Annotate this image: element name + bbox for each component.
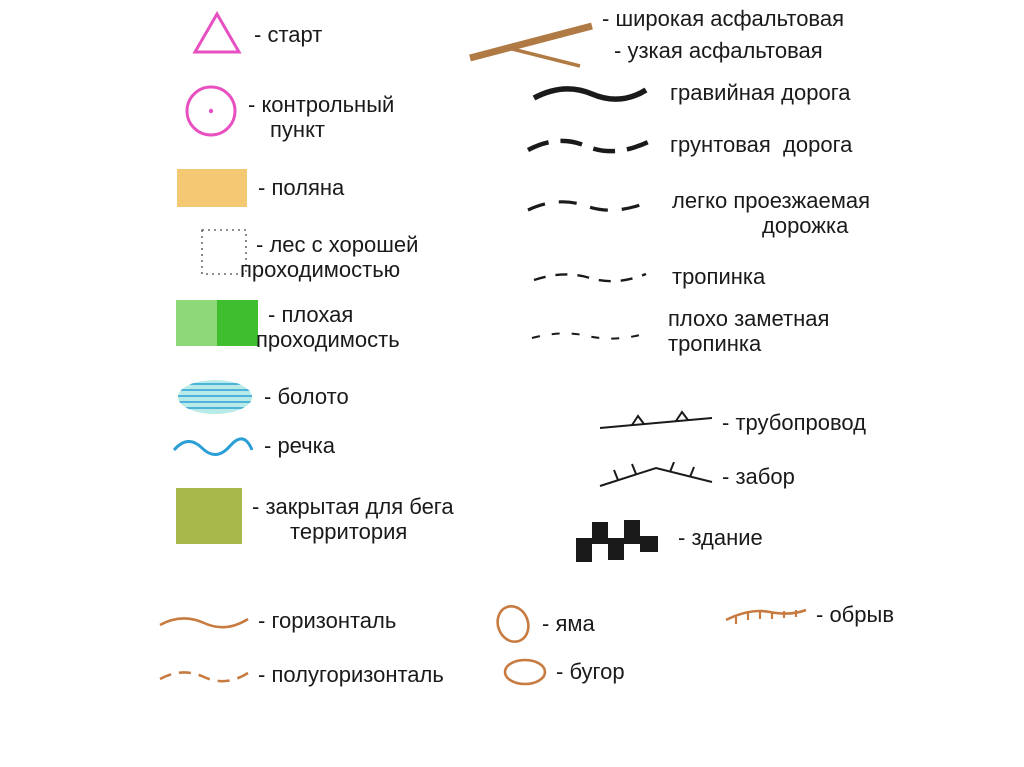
pipeline-label: - трубопровод <box>722 410 866 435</box>
knoll-label: - бугор <box>556 659 625 684</box>
path-icon <box>530 266 650 288</box>
river-icon <box>170 432 256 460</box>
cliff-label: - обрыв <box>816 602 894 627</box>
knoll-icon <box>500 656 550 688</box>
legend-page: - старт - контрольный пункт - поляна - л… <box>0 0 1024 767</box>
bad-passability-icon <box>176 300 258 346</box>
start-label: - старт <box>254 22 322 47</box>
start-triangle-icon <box>190 10 244 56</box>
bad-label-1: - плохая <box>268 302 400 327</box>
faint-label-1: плохо заметная <box>668 306 829 331</box>
closed-label-2: территория <box>290 519 454 544</box>
swamp-label: - болото <box>264 384 349 409</box>
contour-label: - горизонталь <box>258 608 396 633</box>
control-label-1: - контрольный <box>248 92 394 117</box>
fence-label: - забор <box>722 464 795 489</box>
easy-track-icon <box>524 192 654 218</box>
narrow-asphalt-label: - узкая асфальтовая <box>614 38 823 63</box>
pit-label: - яма <box>542 611 595 636</box>
fence-icon <box>596 462 716 492</box>
faint-label-2: тропинка <box>668 331 829 356</box>
wide-asphalt-label: - широкая асфальтовая <box>602 6 844 31</box>
asphalt-roads-icon <box>460 12 600 72</box>
cliff-icon <box>720 602 810 628</box>
forest-label-2: проходимостью <box>240 257 418 282</box>
dirt-road-icon <box>524 132 654 158</box>
path-label: тропинка <box>672 264 765 289</box>
half-contour-label: - полугоризонталь <box>258 662 444 687</box>
dirt-label: грунтовая дорога <box>670 132 852 157</box>
river-label: - речка <box>264 433 335 458</box>
pit-icon <box>488 604 538 644</box>
half-contour-icon <box>156 663 252 687</box>
faint-path-icon <box>528 324 648 346</box>
swamp-icon <box>176 378 254 416</box>
clearing-label: - поляна <box>258 175 344 200</box>
bad-label-2: проходимость <box>256 327 400 352</box>
control-label-2: пункт <box>270 117 394 142</box>
easy-label-2: дорожка <box>762 213 870 238</box>
pipeline-icon <box>596 410 716 436</box>
forest-label-1: - лес с хорошей <box>256 232 418 257</box>
control-circle-icon <box>182 82 240 140</box>
gravel-road-icon <box>530 80 650 106</box>
building-icon <box>570 510 670 566</box>
closed-area-icon <box>176 488 242 544</box>
easy-label-1: легко проезжаемая <box>672 188 870 213</box>
gravel-label: гравийная дорога <box>670 80 851 105</box>
building-label: - здание <box>678 525 763 550</box>
contour-icon <box>156 609 252 633</box>
closed-label-1: - закрытая для бега <box>252 494 454 519</box>
clearing-rect-icon <box>176 168 248 208</box>
